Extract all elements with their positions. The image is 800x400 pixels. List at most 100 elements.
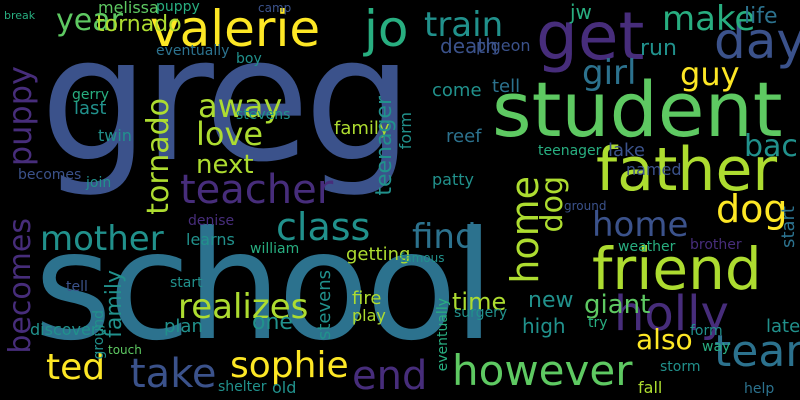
word-later: tell xyxy=(492,76,521,97)
word-family: family xyxy=(102,270,127,338)
word-due: gerry xyxy=(72,87,110,103)
word-fall: reef xyxy=(446,126,482,147)
word-play: teenager xyxy=(538,143,602,159)
word-greg: greg xyxy=(40,0,413,200)
word-jo: jo xyxy=(364,0,409,58)
word-team: team xyxy=(714,326,800,377)
word-take: take xyxy=(130,351,217,397)
word-valerie: valerie xyxy=(150,0,321,58)
word-end: end xyxy=(352,353,428,399)
word-water: eventually xyxy=(156,43,230,59)
word-form: form xyxy=(396,112,415,150)
word-brother: storm xyxy=(660,359,701,375)
word-like: shelter xyxy=(218,379,267,395)
word-touch: help xyxy=(744,381,775,397)
word-plan: time xyxy=(452,288,507,316)
word-back: home xyxy=(592,205,689,245)
word-death: melissa xyxy=(98,0,159,17)
word-surgery: form xyxy=(690,323,723,339)
word-holly: holly xyxy=(614,286,729,342)
word-house: ground xyxy=(564,199,607,213)
word-father: father xyxy=(596,135,778,205)
word-denise: last xyxy=(74,98,107,119)
word-william: brother xyxy=(690,237,742,253)
word-also: jw xyxy=(570,0,592,24)
word-break: weather xyxy=(618,239,676,255)
word-camp: try xyxy=(588,315,608,331)
word-way: come xyxy=(432,80,482,101)
word-tornado-vertical: tornado xyxy=(141,98,176,215)
word-named: family xyxy=(334,118,390,139)
word-sophie: sophie xyxy=(230,345,349,386)
word-teenager: teenager xyxy=(372,96,397,196)
word-run: tornado xyxy=(96,12,182,37)
word-realizes: puppy xyxy=(156,0,200,15)
word-student: student xyxy=(492,65,783,154)
word-friend: friend xyxy=(592,235,762,303)
word-get: get xyxy=(536,0,645,75)
word-start: start xyxy=(778,206,799,248)
word-school: school xyxy=(34,200,495,374)
word-discovers: fall xyxy=(638,378,663,397)
word-ted: ted xyxy=(46,347,106,388)
word-old: fire xyxy=(352,288,382,309)
word-jw: year xyxy=(56,3,123,38)
word-letter: break xyxy=(4,9,36,22)
word-make: guy xyxy=(680,55,740,93)
word-stevens: stevens xyxy=(314,270,335,341)
word-year: love xyxy=(196,115,264,153)
word-tell: tell xyxy=(66,279,88,295)
word-love: life xyxy=(744,4,778,29)
word-message: start xyxy=(170,275,203,291)
word-getting: lake xyxy=(608,140,645,161)
word-safety: touch xyxy=(108,343,142,357)
word-class: class xyxy=(276,205,371,249)
word-guy: dog xyxy=(716,187,788,231)
word-boy: play xyxy=(352,306,386,325)
word-away: make xyxy=(662,0,756,39)
word-life: girl xyxy=(582,53,637,93)
word-next: away xyxy=(198,87,283,125)
word-begin: famous xyxy=(400,251,445,265)
word-famous: discovers xyxy=(30,320,106,339)
word-shelter: getting xyxy=(346,244,411,265)
word-decides: stevens xyxy=(236,107,291,123)
word-without: william xyxy=(250,241,300,257)
word-new: realizes xyxy=(178,287,309,327)
word-help: patty xyxy=(432,170,474,189)
word-one: giant xyxy=(584,290,651,320)
word-try: later xyxy=(766,316,800,337)
word-reef: learns xyxy=(186,230,235,249)
word-dog: dog xyxy=(535,176,570,233)
word-train: train xyxy=(424,5,504,45)
word-patty: denise xyxy=(188,213,235,229)
word-ground: ground xyxy=(91,310,107,360)
word-although: old xyxy=(272,378,297,397)
word-puppy: puppy xyxy=(1,66,39,167)
word-teacher: teacher xyxy=(180,167,334,213)
word-melissa: next xyxy=(196,150,254,180)
word-fire: named xyxy=(626,160,682,179)
word-join: one xyxy=(252,310,293,335)
word-weather: way xyxy=(702,339,731,355)
word-learns: plan xyxy=(164,316,203,337)
word-high: also xyxy=(636,323,693,356)
word-giant: run xyxy=(640,36,677,61)
word-last: new xyxy=(528,288,574,313)
word-girl: back xyxy=(744,129,800,164)
word-twin: high xyxy=(522,314,566,338)
word-aunt: camp xyxy=(258,1,292,15)
word-time: death xyxy=(440,34,498,58)
word-lake: becomes xyxy=(18,167,82,183)
word-come: twin xyxy=(98,126,132,145)
word-storm: pigeon xyxy=(476,36,531,55)
word-find: find xyxy=(412,217,477,257)
word-day: day xyxy=(714,12,800,70)
word-gerry: surgery xyxy=(454,305,508,321)
word-pigeon: join xyxy=(86,175,112,191)
word-mother: mother xyxy=(40,219,164,259)
word-night: boy xyxy=(236,51,262,67)
word-becomes: becomes xyxy=(3,218,38,354)
word-eventually: eventually xyxy=(435,298,451,372)
